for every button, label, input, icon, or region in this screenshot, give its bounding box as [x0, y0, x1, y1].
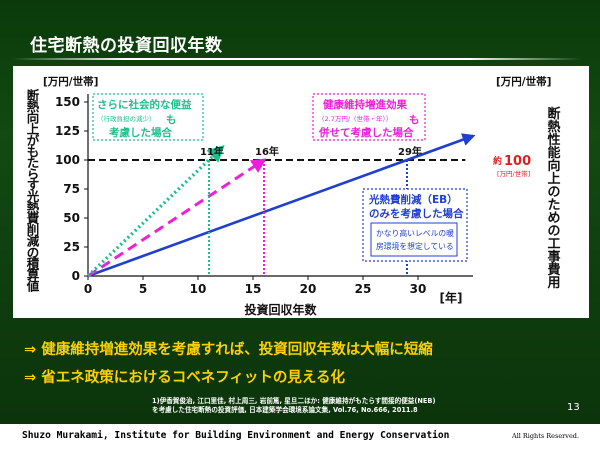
annotation-health-line-2: も — [409, 114, 420, 126]
page-number: 13 — [567, 402, 580, 413]
y-left-unit: [万円/世帯] — [43, 75, 98, 88]
y-tick-label-6: 150 — [55, 95, 80, 109]
y-right-label-char: 用 — [546, 276, 560, 291]
chart-panel: 0 5 10 15 20 25 30 0 25 50 75 100 125 150 投資回収年数 [年] [万円… — [13, 66, 589, 318]
y-right-unit: [万円/世帯] — [496, 75, 551, 88]
y-left-label-char: 光 — [26, 189, 40, 204]
y-left-label-char: も — [27, 144, 40, 159]
annotation-social-sub: （行政負担の減少） — [97, 114, 156, 123]
cost-label-prefix: 約 — [493, 155, 502, 167]
annotation-eb-line-1: 光熱費削減（EB） — [368, 193, 458, 206]
x-axis-label: 投資回収年数 — [244, 302, 317, 317]
series-line-0 — [87, 133, 476, 278]
y-tick-label-4: 100 — [55, 153, 80, 167]
x-tick-label-5: 25 — [355, 282, 372, 296]
y-left-label-char: 熱 — [27, 99, 40, 114]
reference-line-2: を考慮した住宅断熱の投資評価, 日本建築学会環境系論文集, Vol.76, No… — [152, 405, 418, 414]
y-left-label-char: ら — [27, 166, 40, 181]
y-left-label-char: の — [27, 245, 40, 260]
y-left-label-char: 向 — [27, 110, 40, 125]
annotation-eb-sub-2: 房環境を想定している — [376, 241, 454, 251]
y-right-label-char: 熱 — [547, 119, 560, 135]
y-right-label-char: 能 — [547, 145, 560, 161]
y-left-label-char: 熱 — [27, 200, 40, 215]
annotation-social-line-1: さらに社会的な便益 — [97, 98, 192, 111]
y-right-label-char: 向 — [547, 158, 560, 174]
x-tick-label-1: 5 — [139, 282, 147, 296]
payback-chart: 0 5 10 15 20 25 30 0 25 50 75 100 125 150 投資回収年数 [年] [万円… — [26, 75, 561, 317]
payback-label-2: 11年 — [200, 145, 224, 158]
y-tick-label-0: 0 — [72, 269, 80, 283]
conclusion-2: ⇒ 省エネ政策におけるコベネフィットの見える化 — [24, 370, 345, 386]
x-tick-label-4: 20 — [300, 282, 317, 296]
y-left-label-char: 断 — [27, 88, 40, 103]
reference-citation: 1)伊香賀俊治, 江口里佳, 村上周三, 岩前篤, 星旦二ほか: 健康維持がもた… — [152, 397, 435, 414]
annotation-social-line-3: 考慮した場合 — [109, 126, 172, 139]
y-tick-label-5: 125 — [55, 124, 80, 138]
annotation-eb-subbox — [370, 222, 458, 257]
conclusion-1: ⇒ 健康維持増進効果を考慮すれば、投資回収年数は大幅に短縮 — [24, 342, 433, 358]
y-left-label-char: た — [27, 155, 40, 170]
y-tick-label-1: 25 — [63, 240, 80, 254]
y-right-label-char: た — [547, 198, 560, 213]
payback-label-1: 16年 — [255, 145, 279, 158]
y-left-label-char: 上 — [27, 122, 40, 137]
y-left-label-char: 削 — [27, 222, 40, 237]
title-underline — [12, 58, 582, 60]
y-right-label-char: 性 — [547, 132, 560, 148]
y-right-label-char: 上 — [547, 172, 560, 187]
annotation-health-sub: （2.7万円/（世帯・年）） — [318, 114, 392, 123]
y-right-label-char: 費 — [547, 262, 560, 278]
y-left-label-char: 積 — [26, 256, 40, 271]
y-right-label-char: の — [547, 224, 560, 239]
y-left-label-char: 算 — [27, 267, 40, 282]
y-left-label-char: 値 — [26, 278, 40, 293]
annotation-health-line-1: 健康維持増進効果 — [323, 98, 407, 111]
payback-label-0: 29年 — [398, 145, 422, 158]
x-tick-label-6: 30 — [410, 282, 427, 296]
cost-label-unit: [万円/世帯] — [497, 169, 530, 178]
series-line-2 — [86, 144, 225, 278]
y-left-label-char: が — [27, 133, 40, 148]
annotation-eb-line-2: のみを考慮した場合 — [369, 207, 464, 220]
y-left-label-char: 減 — [27, 234, 40, 249]
y-right-label-char: 事 — [547, 249, 560, 265]
annotation-eb-sub-1: かなり高いレベルの暖 — [376, 228, 454, 238]
y-tick-label-3: 75 — [63, 182, 80, 196]
series-line-1 — [87, 158, 267, 278]
annotation-social-box — [92, 93, 204, 141]
footer-bar — [0, 424, 600, 450]
reference-line-1: 1)伊香賀俊治, 江口里佳, 村上周三, 岩前篤, 星旦二ほか: 健康維持がもた… — [152, 397, 436, 405]
y-tick-label-2: 50 — [63, 211, 80, 225]
cost-label-value: 100 — [504, 154, 531, 169]
slide-title: 住宅断熱の投資回収年数 — [30, 36, 223, 56]
y-left-label-char: す — [27, 178, 40, 193]
footer-rights: All Rights Reserved. — [512, 432, 580, 440]
x-tick-label-0: 0 — [84, 282, 92, 296]
y-right-label-char: の — [547, 185, 560, 200]
y-right-label-char: 工 — [547, 237, 560, 252]
annotation-health-box — [312, 93, 426, 141]
y-right-label-char: 断 — [547, 106, 560, 122]
y-left-label-char: 費 — [27, 211, 40, 226]
annotation-social-line-2: も — [166, 114, 177, 126]
annotation-health-line-3: 併せて考慮した場合 — [318, 126, 414, 139]
footer-credit: Shuzo Murakami, Institute for Building E… — [22, 430, 450, 441]
x-axis-unit: [年] — [440, 290, 463, 305]
y-right-label-char: め — [547, 211, 560, 226]
x-tick-label-3: 15 — [245, 282, 262, 296]
x-tick-label-2: 10 — [190, 282, 207, 296]
